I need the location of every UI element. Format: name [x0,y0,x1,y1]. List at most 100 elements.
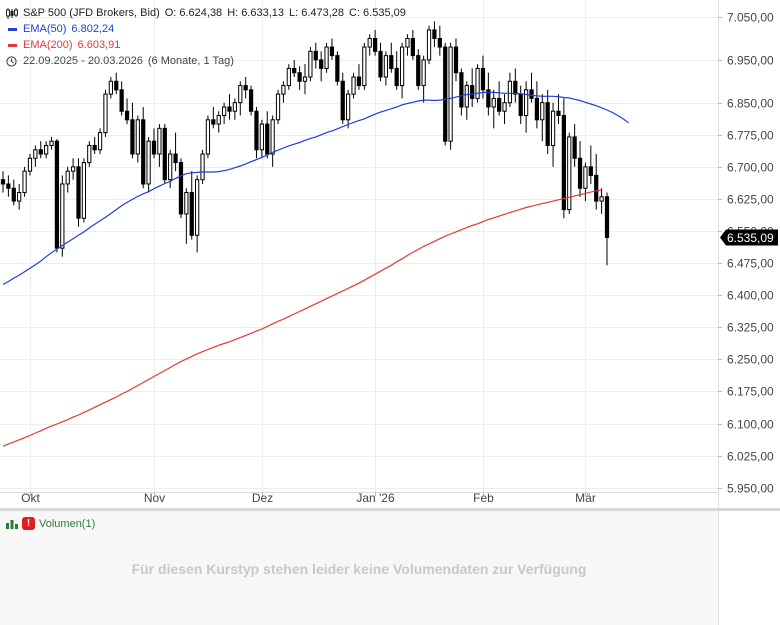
candle-body [491,97,496,108]
candle-body [54,140,60,249]
y-tick-label: 6.700,00 [727,161,774,175]
candle-body [346,93,351,121]
candle-body [254,110,259,151]
candle-body [329,46,335,57]
candle-body [394,67,399,87]
x-tick-label: Jan '26 [356,491,395,505]
ema200-legend[interactable]: EMA(200) 6.603,91 [6,37,411,53]
candle-body [421,59,426,87]
candle-body [475,67,480,99]
candle-body [146,140,151,185]
high-label: H: [227,7,239,19]
y-tick-label: 5.950,00 [727,482,774,496]
y-tick-label: 6.775,00 [727,129,774,143]
candle-body [362,46,367,87]
candle-body [87,144,92,164]
candle-body [97,132,103,151]
candle-body [70,166,76,172]
candle-body [22,170,27,194]
candle-body [448,46,453,142]
candle-body [604,196,610,238]
candle-body [135,119,140,155]
open-label: O: [164,7,177,19]
candle-body [292,67,297,74]
candle-body [243,85,248,91]
candle-body [405,38,410,48]
candle-body [27,157,33,172]
y-axis-bg [718,0,780,510]
y-tick-label: 6.625,00 [727,193,774,207]
candle-body [313,50,318,61]
candle-body [162,127,167,181]
price-tag-bg [720,229,778,246]
date-range: 22.09.2025 - 20.03.2026 [23,55,143,67]
candle-body [523,89,529,117]
price-chart[interactable]: 7.050,00 6.950,00 6.850,00 6.775,00 6.700,00… [0,0,780,510]
candle-body [470,85,475,99]
candle-body [453,46,459,74]
candle-body [248,89,254,112]
candle-body [540,102,545,121]
warning-icon[interactable]: ! [22,517,35,530]
panel-divider[interactable] [0,508,780,511]
y-tick-label: 6.025,00 [727,450,774,464]
candle-body [108,80,113,95]
candle-body [567,136,572,211]
candle-body [372,38,378,52]
price-tag-label: 6.535,09 [727,231,774,245]
y-axis: 7.050,00 6.950,00 6.850,00 6.775,00 6.700,00… [718,0,780,510]
low-label: L: [289,7,299,19]
candle-body [0,179,6,185]
volume-header: ! Volumen(1) [6,517,95,530]
clock-icon [6,55,17,67]
candle-body [92,144,97,151]
candle-body [130,119,135,155]
x-tick-label: Dez [252,491,273,505]
candle-body [49,140,54,146]
candle-body [572,136,577,159]
candle-body [168,153,173,181]
candle-body [583,166,588,189]
candle-body [507,80,513,104]
ema50-legend[interactable]: EMA(50) 6.802,24 [6,21,411,37]
candle-body [173,153,178,164]
candle-body [588,166,593,176]
y-tick-label: 6.850,00 [727,97,774,111]
y-tick-label: 6.950,00 [727,54,774,68]
candle-body [545,102,550,146]
candle-body [232,102,238,112]
candle-body [367,38,372,48]
candlestick-series [0,21,610,266]
candle-body [65,170,70,185]
candle-body [141,119,146,185]
candle-body [81,162,87,219]
ema50-line [2,91,629,286]
candle-body [308,50,313,78]
candle-body [399,46,405,87]
candle-body [550,110,556,146]
candle-body [178,162,184,215]
candle-body [356,76,362,87]
candle-body [459,72,464,108]
candle-body [275,93,281,121]
candle-body [124,110,130,121]
candle-body [340,80,345,121]
candle-body [227,106,232,112]
candle-body [119,89,124,112]
candle-body [480,67,486,91]
candle-body [281,85,286,95]
candle-body [389,55,394,69]
candle-body [11,187,16,202]
candle-body [189,192,194,236]
close-label: C: [349,7,361,19]
candle-body [33,149,38,159]
candle-body [416,55,421,87]
candle-body [443,46,448,142]
candle-body [221,106,227,117]
candle-body [302,76,308,82]
candle-body [410,38,415,57]
candle-body [17,192,22,202]
candle-body [432,29,437,40]
candle-body [195,179,200,236]
candle-body [513,80,518,95]
